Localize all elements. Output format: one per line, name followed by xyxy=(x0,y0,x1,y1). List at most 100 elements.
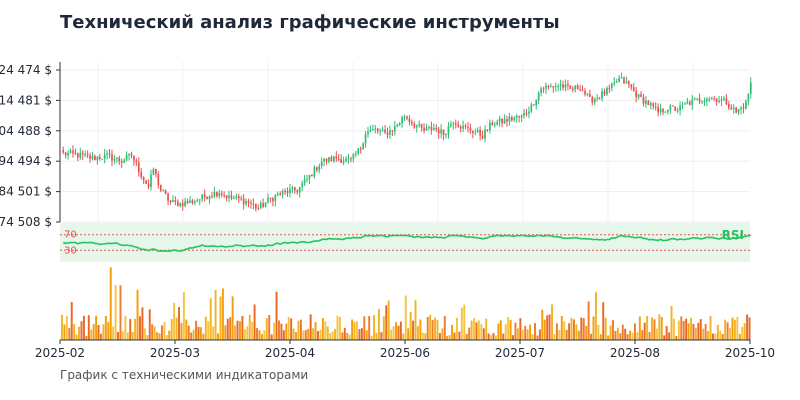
volume-bar xyxy=(190,332,193,340)
volume-bar xyxy=(677,320,680,340)
volume-bar xyxy=(721,334,724,340)
candle xyxy=(408,118,411,122)
volume-bar xyxy=(90,329,93,340)
volume-bar xyxy=(241,316,244,340)
volume-bar xyxy=(192,329,195,340)
candle xyxy=(710,98,713,100)
volume-bar xyxy=(448,335,451,340)
volume-bar xyxy=(519,318,522,340)
volume-bar xyxy=(526,329,529,340)
candle xyxy=(230,195,233,199)
candle xyxy=(432,127,435,130)
candle xyxy=(628,81,630,85)
volume-bar xyxy=(290,318,293,340)
volume-bar xyxy=(424,333,427,340)
volume-bar xyxy=(353,322,356,340)
volume-bar xyxy=(363,316,366,340)
candle xyxy=(642,97,645,104)
volume-bar xyxy=(460,307,463,340)
rsi-threshold-label: 70 xyxy=(64,230,77,241)
candle xyxy=(242,198,245,205)
candle xyxy=(528,111,530,114)
volume-bar xyxy=(273,322,276,340)
candle xyxy=(430,127,433,130)
candle xyxy=(713,98,716,100)
candle xyxy=(191,200,194,204)
candle xyxy=(155,169,157,175)
candle xyxy=(181,203,184,207)
volume-bar xyxy=(665,326,668,340)
volume-bar xyxy=(143,328,146,340)
volume-bar xyxy=(614,330,617,340)
candle xyxy=(125,155,128,161)
candle xyxy=(552,86,555,88)
volume-bar xyxy=(475,322,478,340)
candle xyxy=(335,156,338,159)
volume-bar xyxy=(724,319,727,340)
candle xyxy=(162,190,165,192)
candle xyxy=(457,124,460,127)
volume-bar xyxy=(287,317,290,340)
candle xyxy=(679,105,681,111)
volume-bar xyxy=(243,329,246,340)
candle xyxy=(691,99,694,105)
volume-bar xyxy=(260,333,263,340)
candle xyxy=(581,89,584,91)
volume-bar xyxy=(524,325,527,340)
volume-bar xyxy=(246,326,249,340)
candle xyxy=(381,129,384,131)
candle xyxy=(579,89,581,91)
candlestick-series xyxy=(62,72,752,212)
volume-bar xyxy=(119,285,122,340)
candle xyxy=(625,81,628,84)
candle xyxy=(586,93,589,95)
volume-bar xyxy=(334,328,337,340)
volume-bar xyxy=(131,331,134,340)
volume-bar xyxy=(663,335,666,340)
candle xyxy=(386,132,389,135)
volume-bar xyxy=(485,318,488,340)
candle xyxy=(113,158,116,161)
volume-bar xyxy=(302,330,305,340)
volume-bar xyxy=(117,332,120,340)
volume-bar xyxy=(392,326,395,340)
volume-bar xyxy=(160,325,163,340)
volume-bar xyxy=(733,319,736,340)
candle xyxy=(671,105,674,107)
volume-bar xyxy=(697,322,700,340)
candle xyxy=(74,153,77,155)
candle xyxy=(476,129,479,133)
volume-bar xyxy=(529,324,532,340)
volume-bar xyxy=(199,327,202,340)
volume-bar xyxy=(163,322,166,340)
volume-bar xyxy=(399,321,402,340)
volume-bar xyxy=(412,320,415,340)
candle xyxy=(301,183,304,187)
volume-bar xyxy=(429,314,432,340)
candle xyxy=(213,191,216,197)
volume-bar xyxy=(502,333,505,340)
volume-bar xyxy=(68,328,71,340)
volume-bar xyxy=(317,331,319,340)
candle xyxy=(233,198,235,200)
volume-bar xyxy=(134,318,137,340)
candle xyxy=(727,104,730,108)
volume-bar xyxy=(631,332,634,340)
candle xyxy=(374,128,377,130)
candle xyxy=(464,125,467,127)
volume-bar xyxy=(414,300,417,340)
candle xyxy=(201,194,204,200)
volume-bar xyxy=(741,326,744,340)
volume-bar xyxy=(702,328,705,340)
volume-bar xyxy=(141,307,144,340)
volume-bar xyxy=(178,307,180,340)
volume-bar xyxy=(185,319,188,340)
candle xyxy=(203,194,206,198)
candle xyxy=(571,88,574,90)
candle xyxy=(532,104,535,106)
candle xyxy=(101,158,104,160)
candle xyxy=(274,195,277,202)
volume-bar xyxy=(182,292,185,340)
candle xyxy=(179,203,182,207)
volume-bar xyxy=(680,316,683,340)
